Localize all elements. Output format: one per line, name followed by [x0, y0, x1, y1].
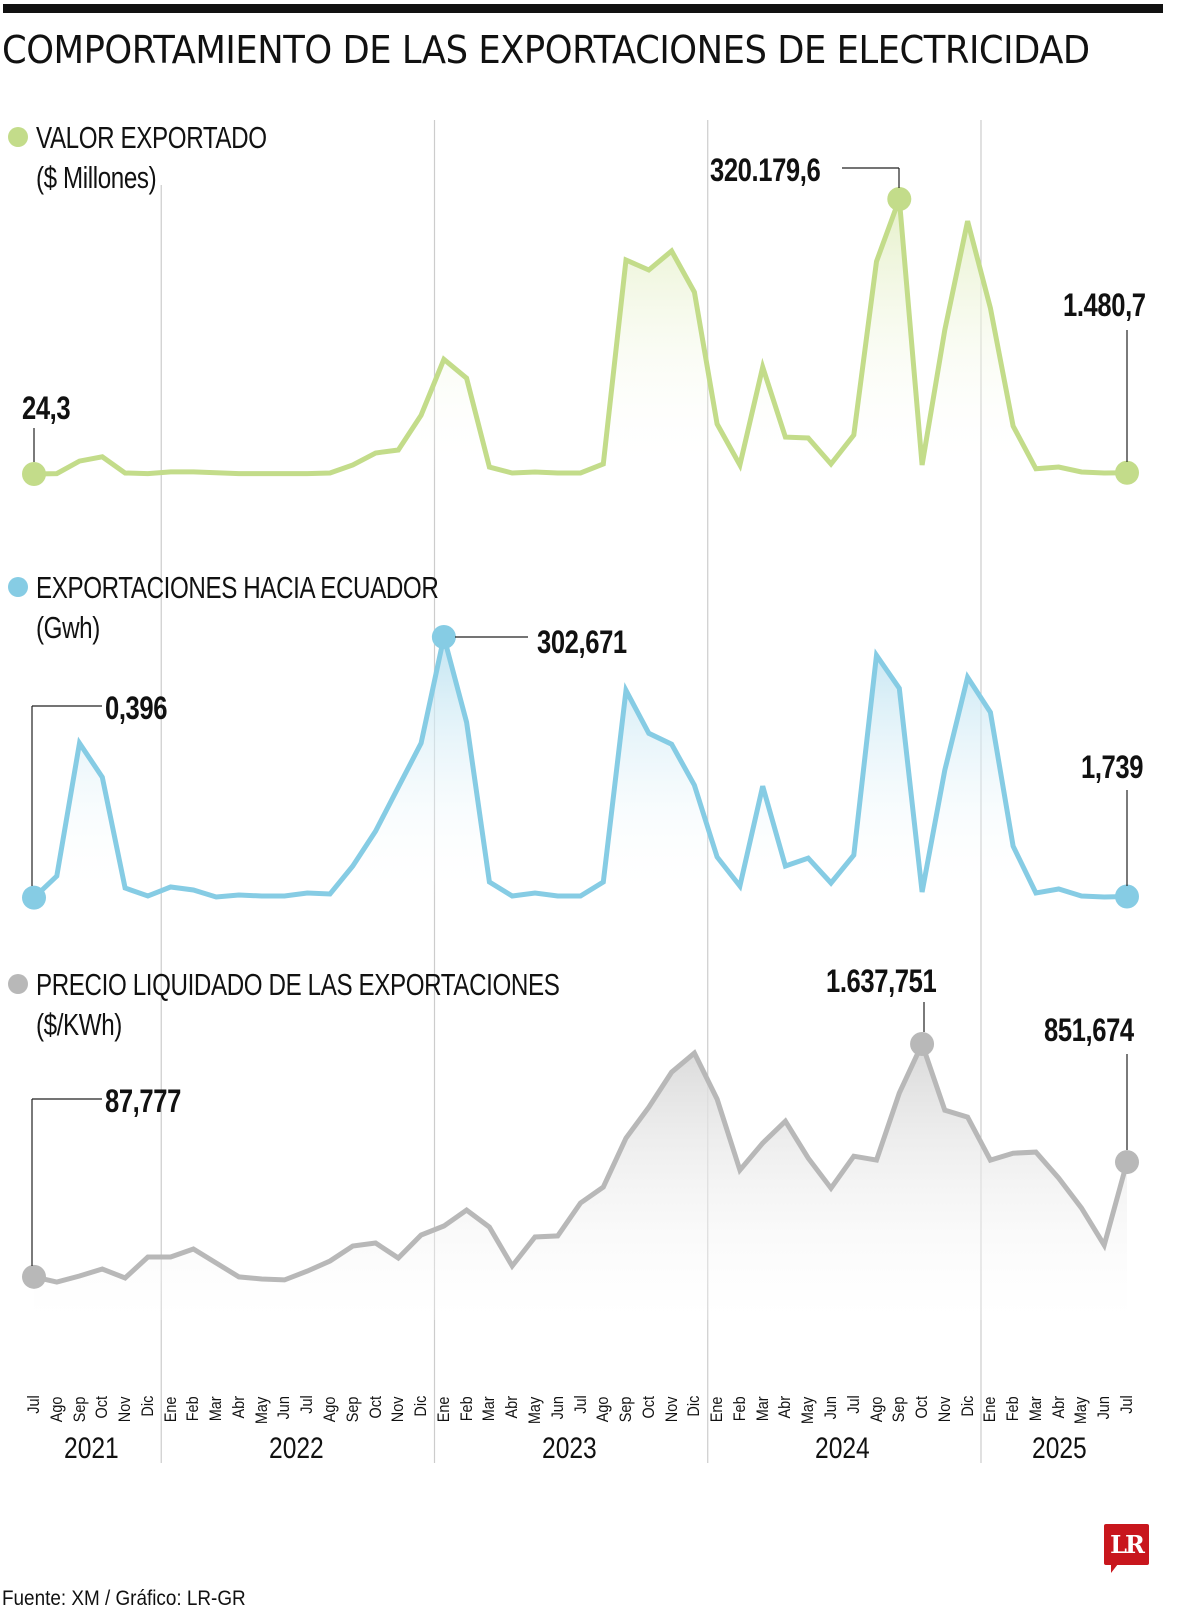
x-tick-label: Mar [479, 1396, 499, 1422]
x-tick-label: Jul [1117, 1395, 1136, 1414]
callout-valor-peak: 320.179,6 [710, 152, 821, 188]
x-tick-label: Feb [456, 1396, 476, 1422]
callout-precio-start: 87,777 [105, 1083, 181, 1119]
x-tick-label: Jul [24, 1395, 43, 1414]
chart-title: COMPORTAMIENTO DE LAS EXPORTACIONES DE E… [2, 28, 1090, 72]
source-note: Fuente: XM / Gráfico: LR-GR [2, 1587, 246, 1610]
x-tick-label: Nov [388, 1396, 408, 1423]
x-tick-label: Mar [206, 1396, 226, 1422]
x-tick-label: Jun [820, 1396, 840, 1420]
x-tick-label: May [251, 1396, 271, 1425]
x-tick-label: Ene [433, 1396, 453, 1423]
x-tick-label: Ago [46, 1396, 66, 1423]
callout-valor-start: 24,3 [22, 390, 71, 426]
x-tick-label: May [524, 1396, 544, 1425]
x-tick-label: Sep [616, 1396, 636, 1423]
callout-ecuador-end: 1,739 [1081, 749, 1144, 785]
x-tick-label: Dic [684, 1395, 704, 1417]
x-tick-label: Jul [843, 1395, 863, 1414]
legend-title: PRECIO LIQUIDADO DE LAS EXPORTACIONES [36, 967, 560, 1002]
x-tick-label: Oct [92, 1395, 112, 1419]
x-tick-label: Oct [638, 1395, 658, 1419]
x-tick-label: Feb [183, 1396, 203, 1422]
x-tick-label: Sep [69, 1396, 89, 1423]
x-tick-label: Abr [1048, 1395, 1068, 1419]
x-tick-label: Nov [661, 1396, 681, 1423]
x-tick-label: Jul [297, 1395, 317, 1414]
x-tick-label: May [1071, 1396, 1091, 1425]
legend-unit: ($/KWh) [36, 1007, 122, 1042]
x-tick-label: Ago [320, 1396, 340, 1423]
x-year-label: 2022 [268, 1432, 324, 1465]
x-tick-label: Abr [775, 1395, 795, 1419]
lr-logo: LR [1104, 1524, 1149, 1565]
x-tick-label: Ene [707, 1396, 727, 1423]
callout-ecuador-peak: 302,671 [537, 624, 627, 660]
x-tick-label: Ene [160, 1396, 180, 1423]
x-tick-label: Nov [934, 1396, 954, 1423]
callout-precio-peak: 1.637,751 [826, 963, 937, 999]
green-dot-icon [8, 127, 28, 147]
legend-title: EXPORTACIONES HACIA ECUADOR [36, 570, 439, 605]
x-tick-label: Abr [228, 1395, 248, 1419]
legend-unit: (Gwh) [36, 610, 100, 645]
x-tick-label: Jun [547, 1396, 567, 1420]
top-rule [3, 4, 1163, 13]
x-tick-label: May [798, 1396, 818, 1425]
x-tick-label: Dic [957, 1395, 977, 1417]
x-tick-label: Mar [752, 1396, 772, 1422]
legend-exportaciones-ecuador: EXPORTACIONES HACIA ECUADOR (Gwh) [8, 568, 552, 648]
x-tick-label: Ago [866, 1396, 886, 1423]
x-tick-label: Jun [1094, 1396, 1114, 1420]
x-tick-label: Jun [274, 1396, 294, 1420]
series-layer [22, 187, 1139, 1320]
callout-precio-end: 851,674 [1044, 1012, 1134, 1048]
x-tick-label: Sep [889, 1396, 909, 1423]
x-tick-label: Jul [570, 1395, 590, 1414]
x-tick-label: Oct [912, 1395, 932, 1419]
legend-precio-liquidado: PRECIO LIQUIDADO DE LAS EXPORTACIONES ($… [8, 965, 707, 1045]
gray-dot-icon [8, 974, 28, 994]
legend-title: VALOR EXPORTADO [36, 120, 267, 155]
callout-leaders [31, 167, 1128, 1266]
x-tick-label: Feb [1003, 1396, 1023, 1422]
x-year-label: 2025 [1031, 1432, 1087, 1465]
x-tick-label: Dic [411, 1395, 431, 1417]
x-tick-label: Oct [365, 1395, 385, 1419]
x-year-label: 2023 [542, 1432, 597, 1465]
x-tick-label: Ene [980, 1396, 1000, 1423]
lr-logo-tail [1111, 1564, 1125, 1573]
x-year-label: 2024 [815, 1432, 871, 1465]
callout-ecuador-start: 0,396 [105, 690, 168, 726]
x-tick-label: Feb [729, 1396, 749, 1422]
x-tick-label: Ago [593, 1396, 613, 1423]
legend-unit: ($ Millones) [36, 160, 157, 195]
legend-valor-exportado: VALOR EXPORTADO ($ Millones) [8, 118, 332, 198]
x-tick-label: Dic [137, 1395, 157, 1417]
callout-valor-end: 1.480,7 [1063, 287, 1146, 323]
blue-dot-icon [8, 577, 28, 597]
x-tick-label: Sep [342, 1396, 362, 1423]
x-tick-label: Mar [1025, 1396, 1045, 1422]
x-tick-label: Nov [115, 1396, 135, 1423]
x-tick-label: Abr [502, 1395, 522, 1419]
x-year-label: 2021 [63, 1432, 119, 1465]
